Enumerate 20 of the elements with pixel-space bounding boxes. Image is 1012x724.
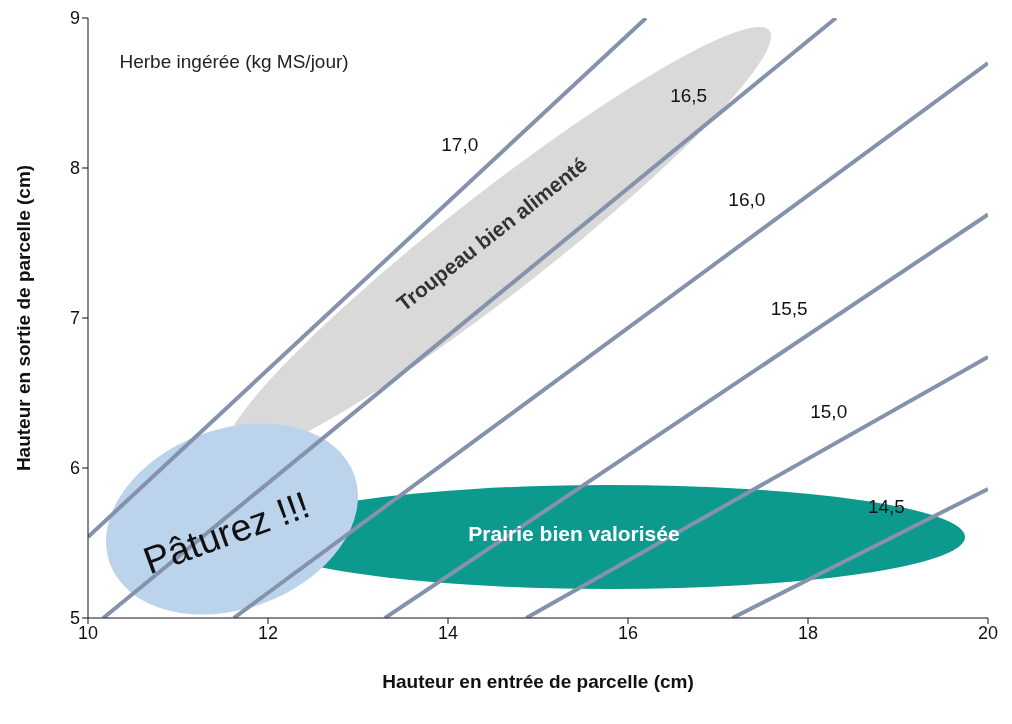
y-tick-label: 8	[69, 158, 80, 179]
y-tick-label: 5	[69, 608, 80, 629]
y-axis-title: Hauteur en sortie de parcelle (cm)	[12, 164, 34, 472]
series-label: 15,0	[810, 401, 848, 423]
x-axis-title: Hauteur en entrée de parcelle (cm)	[382, 671, 694, 692]
y-tick-label: 6	[69, 458, 80, 479]
series-label: 17,0	[441, 134, 479, 156]
x-tick-label: 14	[437, 622, 459, 643]
series-label: 15,5	[770, 298, 808, 320]
x-tick-label: 20	[977, 622, 999, 643]
annotation: Pâturez !!!	[137, 483, 316, 583]
x-tick-label: 16	[617, 622, 639, 643]
x-tick-label: 18	[797, 622, 819, 643]
annotation: Herbe ingérée (kg MS/jour)	[119, 51, 349, 73]
series-label: 16,0	[728, 189, 766, 211]
annotation: Prairie bien valorisée	[468, 522, 680, 546]
series-label: 16,5	[670, 85, 708, 106]
x-tick-label: 12	[257, 622, 279, 643]
y-tick-label: 9	[69, 8, 80, 29]
y-tick-label: 7	[69, 308, 80, 329]
